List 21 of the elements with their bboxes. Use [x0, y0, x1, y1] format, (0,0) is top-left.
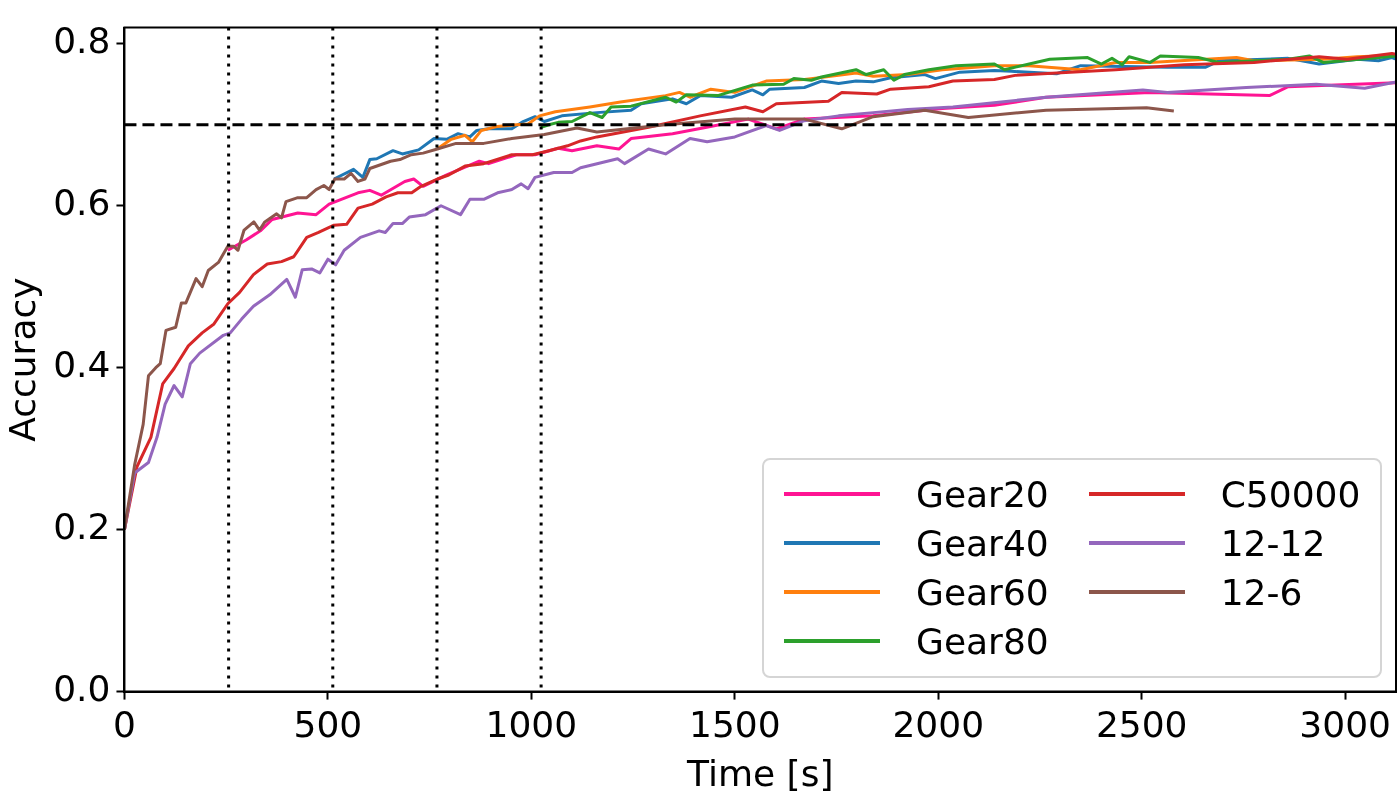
- y-tick-label: 0.2: [53, 506, 111, 548]
- x-tick-label: 2000: [892, 703, 985, 745]
- x-tick-label: 3000: [1299, 703, 1391, 745]
- y-tick-label: 0.8: [53, 20, 111, 62]
- legend-label: Gear20: [916, 473, 1049, 515]
- y-tick-label: 0.0: [53, 667, 111, 709]
- x-tick-label: 500: [293, 703, 363, 745]
- legend-label: Gear80: [916, 620, 1049, 662]
- x-tick-label: 1500: [688, 703, 781, 745]
- legend-label: Gear60: [916, 571, 1049, 613]
- x-tick-label: 1000: [485, 703, 578, 745]
- y-tick-label: 0.4: [53, 344, 111, 386]
- legend-label: C50000: [1220, 473, 1361, 515]
- legend-label: 12-6: [1220, 571, 1303, 613]
- x-axis-title: Time [s]: [686, 752, 834, 794]
- y-tick-label: 0.6: [53, 182, 111, 224]
- x-tick-label: 0: [113, 703, 136, 745]
- x-tick-label: 2500: [1095, 703, 1188, 745]
- legend-label: 12-12: [1220, 522, 1326, 564]
- y-axis-title: Accuracy: [1, 277, 43, 442]
- legend-label: Gear40: [916, 522, 1049, 564]
